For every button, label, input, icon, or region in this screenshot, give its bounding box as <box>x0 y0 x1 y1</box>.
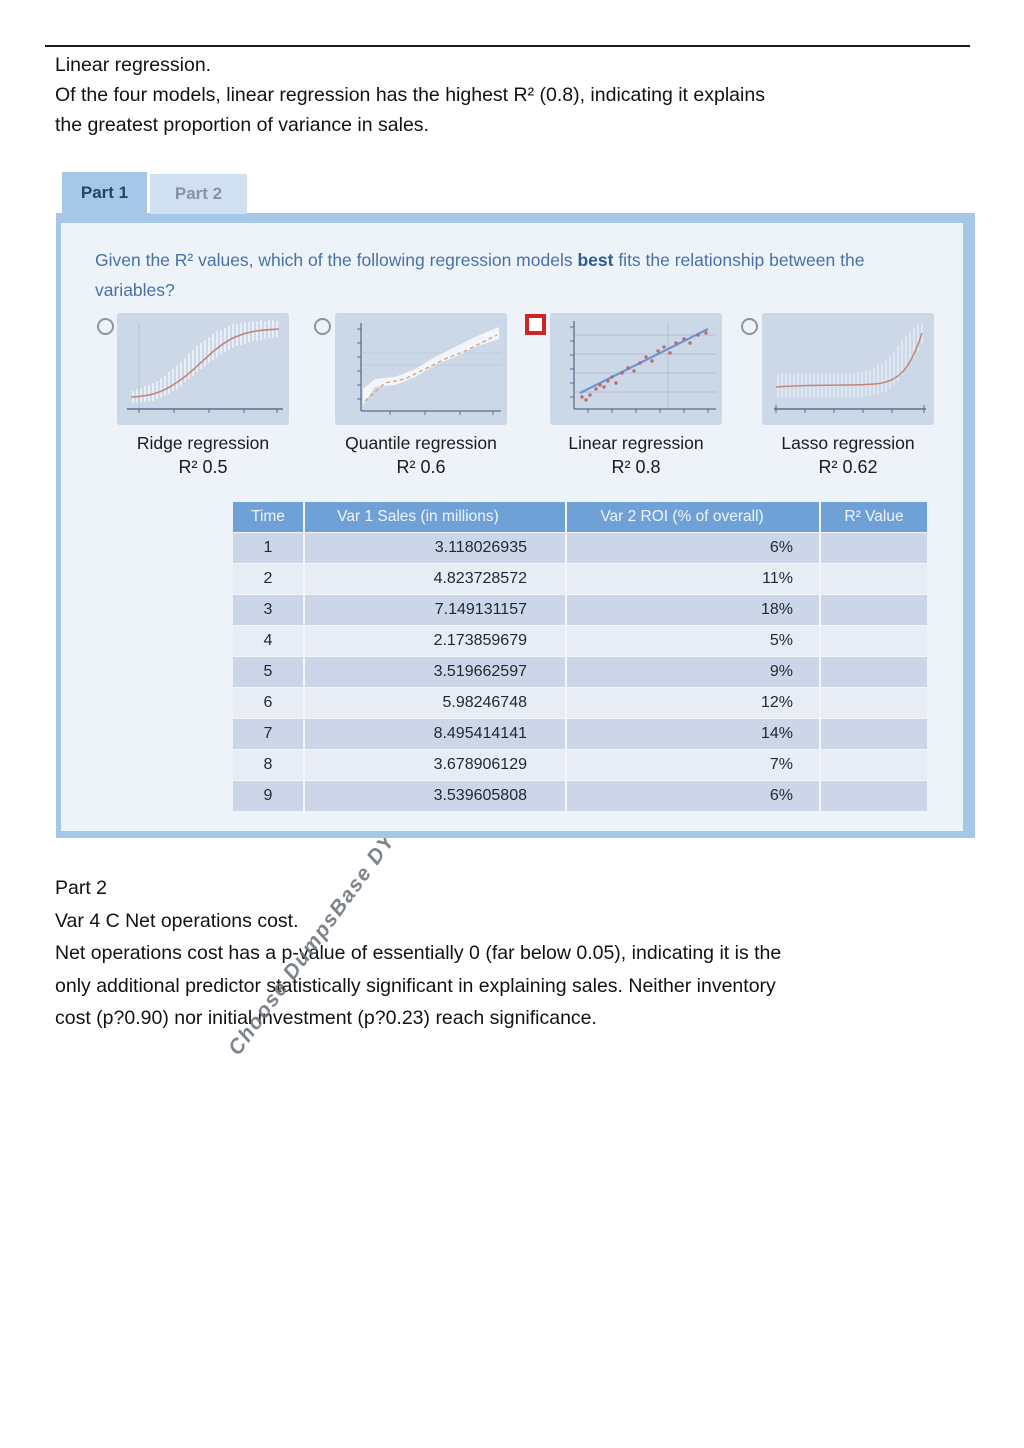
table-row: 1 3.118026935 6% <box>233 532 927 563</box>
column-header-time: Time <box>233 502 305 532</box>
cell-var1-sales: 8.495414141 <box>305 718 567 749</box>
cell-time: 7 <box>233 718 305 749</box>
radio-lasso[interactable] <box>741 318 758 335</box>
cell-time: 1 <box>233 532 305 563</box>
quantile-chart-thumbnail[interactable] <box>335 313 507 425</box>
cell-var2-roi: 12% <box>567 687 821 718</box>
question-bold-word: best <box>577 250 614 270</box>
cell-time: 2 <box>233 563 305 594</box>
column-header-var1-sales: Var 1 Sales (in millions) <box>305 502 567 532</box>
cell-var2-roi: 18% <box>567 594 821 625</box>
cell-time: 4 <box>233 625 305 656</box>
cell-var2-roi: 11% <box>567 563 821 594</box>
ridge-chart-thumbnail[interactable] <box>117 313 289 425</box>
cell-r2-value <box>821 625 927 656</box>
selected-indicator-linear[interactable] <box>525 314 546 335</box>
cell-r2-value <box>821 687 927 718</box>
data-table: Time Var 1 Sales (in millions) Var 2 ROI… <box>233 502 927 811</box>
option-label: Ridge regression <box>136 433 270 453</box>
cell-var1-sales: 5.98246748 <box>305 687 567 718</box>
cell-time: 6 <box>233 687 305 718</box>
table-row: 2 4.823728572 11% <box>233 563 927 594</box>
option-r2-label: R² 0.62 <box>818 457 878 477</box>
column-header-r2-value: R² Value <box>821 502 927 532</box>
answer-explanation-part2: Part 2 Var 4 C Net operations cost. Net … <box>55 872 781 1035</box>
text-line: only additional predictor statistically … <box>55 974 776 997</box>
answer-explanation-part1: Linear regression. Of the four models, l… <box>55 50 765 140</box>
text-line: Linear regression. <box>55 54 212 76</box>
cell-var2-roi: 5% <box>567 625 821 656</box>
tab-part-2[interactable]: Part 2 <box>150 174 247 214</box>
cell-time: 8 <box>233 749 305 780</box>
table-row: 9 3.539605808 6% <box>233 780 927 811</box>
cell-r2-value <box>821 780 927 811</box>
cell-time: 5 <box>233 656 305 687</box>
text-line: Var 4 C Net operations cost. <box>55 909 299 932</box>
cell-var2-roi: 14% <box>567 718 821 749</box>
option-label: Quantile regression <box>345 433 497 453</box>
cell-r2-value <box>821 749 927 780</box>
text-line: Part 2 <box>55 877 108 899</box>
cell-r2-value <box>821 563 927 594</box>
column-header-var2-roi: Var 2 ROI (% of overall) <box>567 502 821 532</box>
option-r2-label: R² 0.8 <box>611 457 661 477</box>
tab-part-1[interactable]: Part 1 <box>62 172 147 214</box>
text-line: Of the four models, linear regression ha… <box>55 84 765 106</box>
cell-var1-sales: 3.678906129 <box>305 749 567 780</box>
question-panel: Given the R² values, which of the follow… <box>56 213 975 838</box>
question-panel-body: Given the R² values, which of the follow… <box>61 223 963 831</box>
cell-var2-roi: 6% <box>567 780 821 811</box>
option-quantile[interactable]: Quantile regression R² 0.6 <box>335 313 507 478</box>
cell-r2-value <box>821 718 927 749</box>
option-r2-label: R² 0.5 <box>178 457 228 477</box>
question-line-2: variables? <box>95 280 175 300</box>
radio-quantile[interactable] <box>314 318 331 335</box>
table-row: 3 7.149131157 18% <box>233 594 927 625</box>
cell-time: 9 <box>233 780 305 811</box>
option-linear[interactable]: Linear regression R² 0.8 <box>550 313 722 478</box>
table-row: 4 2.173859679 5% <box>233 625 927 656</box>
cell-var2-roi: 7% <box>567 749 821 780</box>
linear-chart-thumbnail[interactable] <box>550 313 722 425</box>
horizontal-rule <box>45 45 970 47</box>
option-label: Lasso regression <box>781 433 915 453</box>
table-header-row: Time Var 1 Sales (in millions) Var 2 ROI… <box>233 502 927 532</box>
text-line: Net operations cost has a p-value of ess… <box>55 942 782 964</box>
option-ridge[interactable]: Ridge regression R² 0.5 <box>117 313 289 478</box>
table-body: 1 3.118026935 6% 2 4.823728572 11% 3 7.1… <box>233 532 927 811</box>
cell-r2-value <box>821 532 927 563</box>
cell-var1-sales: 3.118026935 <box>305 532 567 563</box>
cell-var2-roi: 9% <box>567 656 821 687</box>
cell-r2-value <box>821 594 927 625</box>
table-row: 6 5.98246748 12% <box>233 687 927 718</box>
cell-var1-sales: 3.519662597 <box>305 656 567 687</box>
cell-r2-value <box>821 656 927 687</box>
cell-var1-sales: 3.539605808 <box>305 780 567 811</box>
table-row: 5 3.519662597 9% <box>233 656 927 687</box>
option-r2-label: R² 0.6 <box>396 457 446 477</box>
cell-var2-roi: 6% <box>567 532 821 563</box>
cell-var1-sales: 4.823728572 <box>305 563 567 594</box>
text-line: cost (p?0.90) nor initial investment (p?… <box>55 1007 597 1029</box>
option-label: Linear regression <box>568 433 704 453</box>
lasso-chart-thumbnail[interactable] <box>762 313 934 425</box>
table-row: 7 8.495414141 14% <box>233 718 927 749</box>
table-row: 8 3.678906129 7% <box>233 749 927 780</box>
option-lasso[interactable]: Lasso regression R² 0.62 <box>762 313 934 478</box>
question-text: Given the R² values, which of the follow… <box>95 245 955 305</box>
cell-var1-sales: 2.173859679 <box>305 625 567 656</box>
question-line-1: Given the R² values, which of the follow… <box>95 250 865 270</box>
cell-var1-sales: 7.149131157 <box>305 594 567 625</box>
radio-ridge[interactable] <box>97 318 114 335</box>
text-line: the greatest proportion of variance in s… <box>55 114 429 136</box>
cell-time: 3 <box>233 594 305 625</box>
